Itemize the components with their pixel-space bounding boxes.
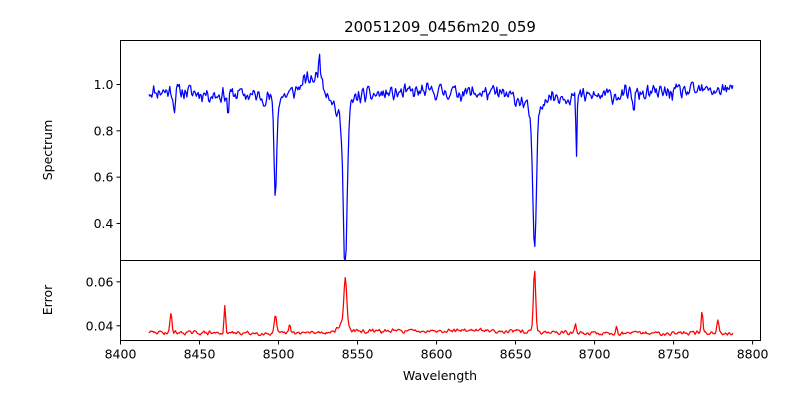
error-xtick-label: 8550 <box>342 347 374 362</box>
error-x-ticks: 8400 8450 8500 8550 8600 8650 8700 8750 8800 <box>105 340 769 362</box>
error-panel: 0.04 0.06 8400 8450 8500 8550 8600 8650 8700 875… <box>40 260 769 362</box>
error-xtick-label: 8650 <box>500 347 532 362</box>
error-xtick-label: 8750 <box>658 347 690 362</box>
spectrum-series-group <box>148 53 734 262</box>
error-xtick-label: 8450 <box>184 347 216 362</box>
error-ytick-label: 0.04 <box>86 318 114 333</box>
spectrum-ylabel: Spectrum <box>40 120 55 181</box>
spectrum-series-line-0 <box>148 53 734 262</box>
error-xtick-label: 8500 <box>263 347 295 362</box>
error-xtick-label: 8400 <box>105 347 137 362</box>
error-xtick-label: 8800 <box>737 347 769 362</box>
error-series-line-0 <box>148 270 734 337</box>
error-ylabel: Error <box>40 284 55 315</box>
chart-title: 20051209_0456m20_059 <box>344 18 536 37</box>
error-xtick-label: 8700 <box>579 347 611 362</box>
error-xtick-label: 8600 <box>421 347 453 362</box>
spectrum-panel: 0.4 0.6 0.8 1.0 Spectrum <box>40 40 761 262</box>
spectrum-frame <box>120 40 761 261</box>
spectrum-ytick-label: 0.8 <box>94 123 114 138</box>
spectrum-ytick-label: 0.6 <box>94 170 114 185</box>
error-frame <box>120 260 761 341</box>
x-axis-title: Wavelength <box>403 368 477 383</box>
spectrum-ytick-label: 0.4 <box>94 216 114 231</box>
error-ytick-label: 0.06 <box>86 274 114 289</box>
spectrum-ytick-label: 1.0 <box>94 77 114 92</box>
spectrum-y-ticks: 0.4 0.6 0.8 1.0 <box>94 77 121 231</box>
error-y-ticks: 0.04 0.06 <box>86 274 121 333</box>
error-series-group <box>148 270 734 337</box>
